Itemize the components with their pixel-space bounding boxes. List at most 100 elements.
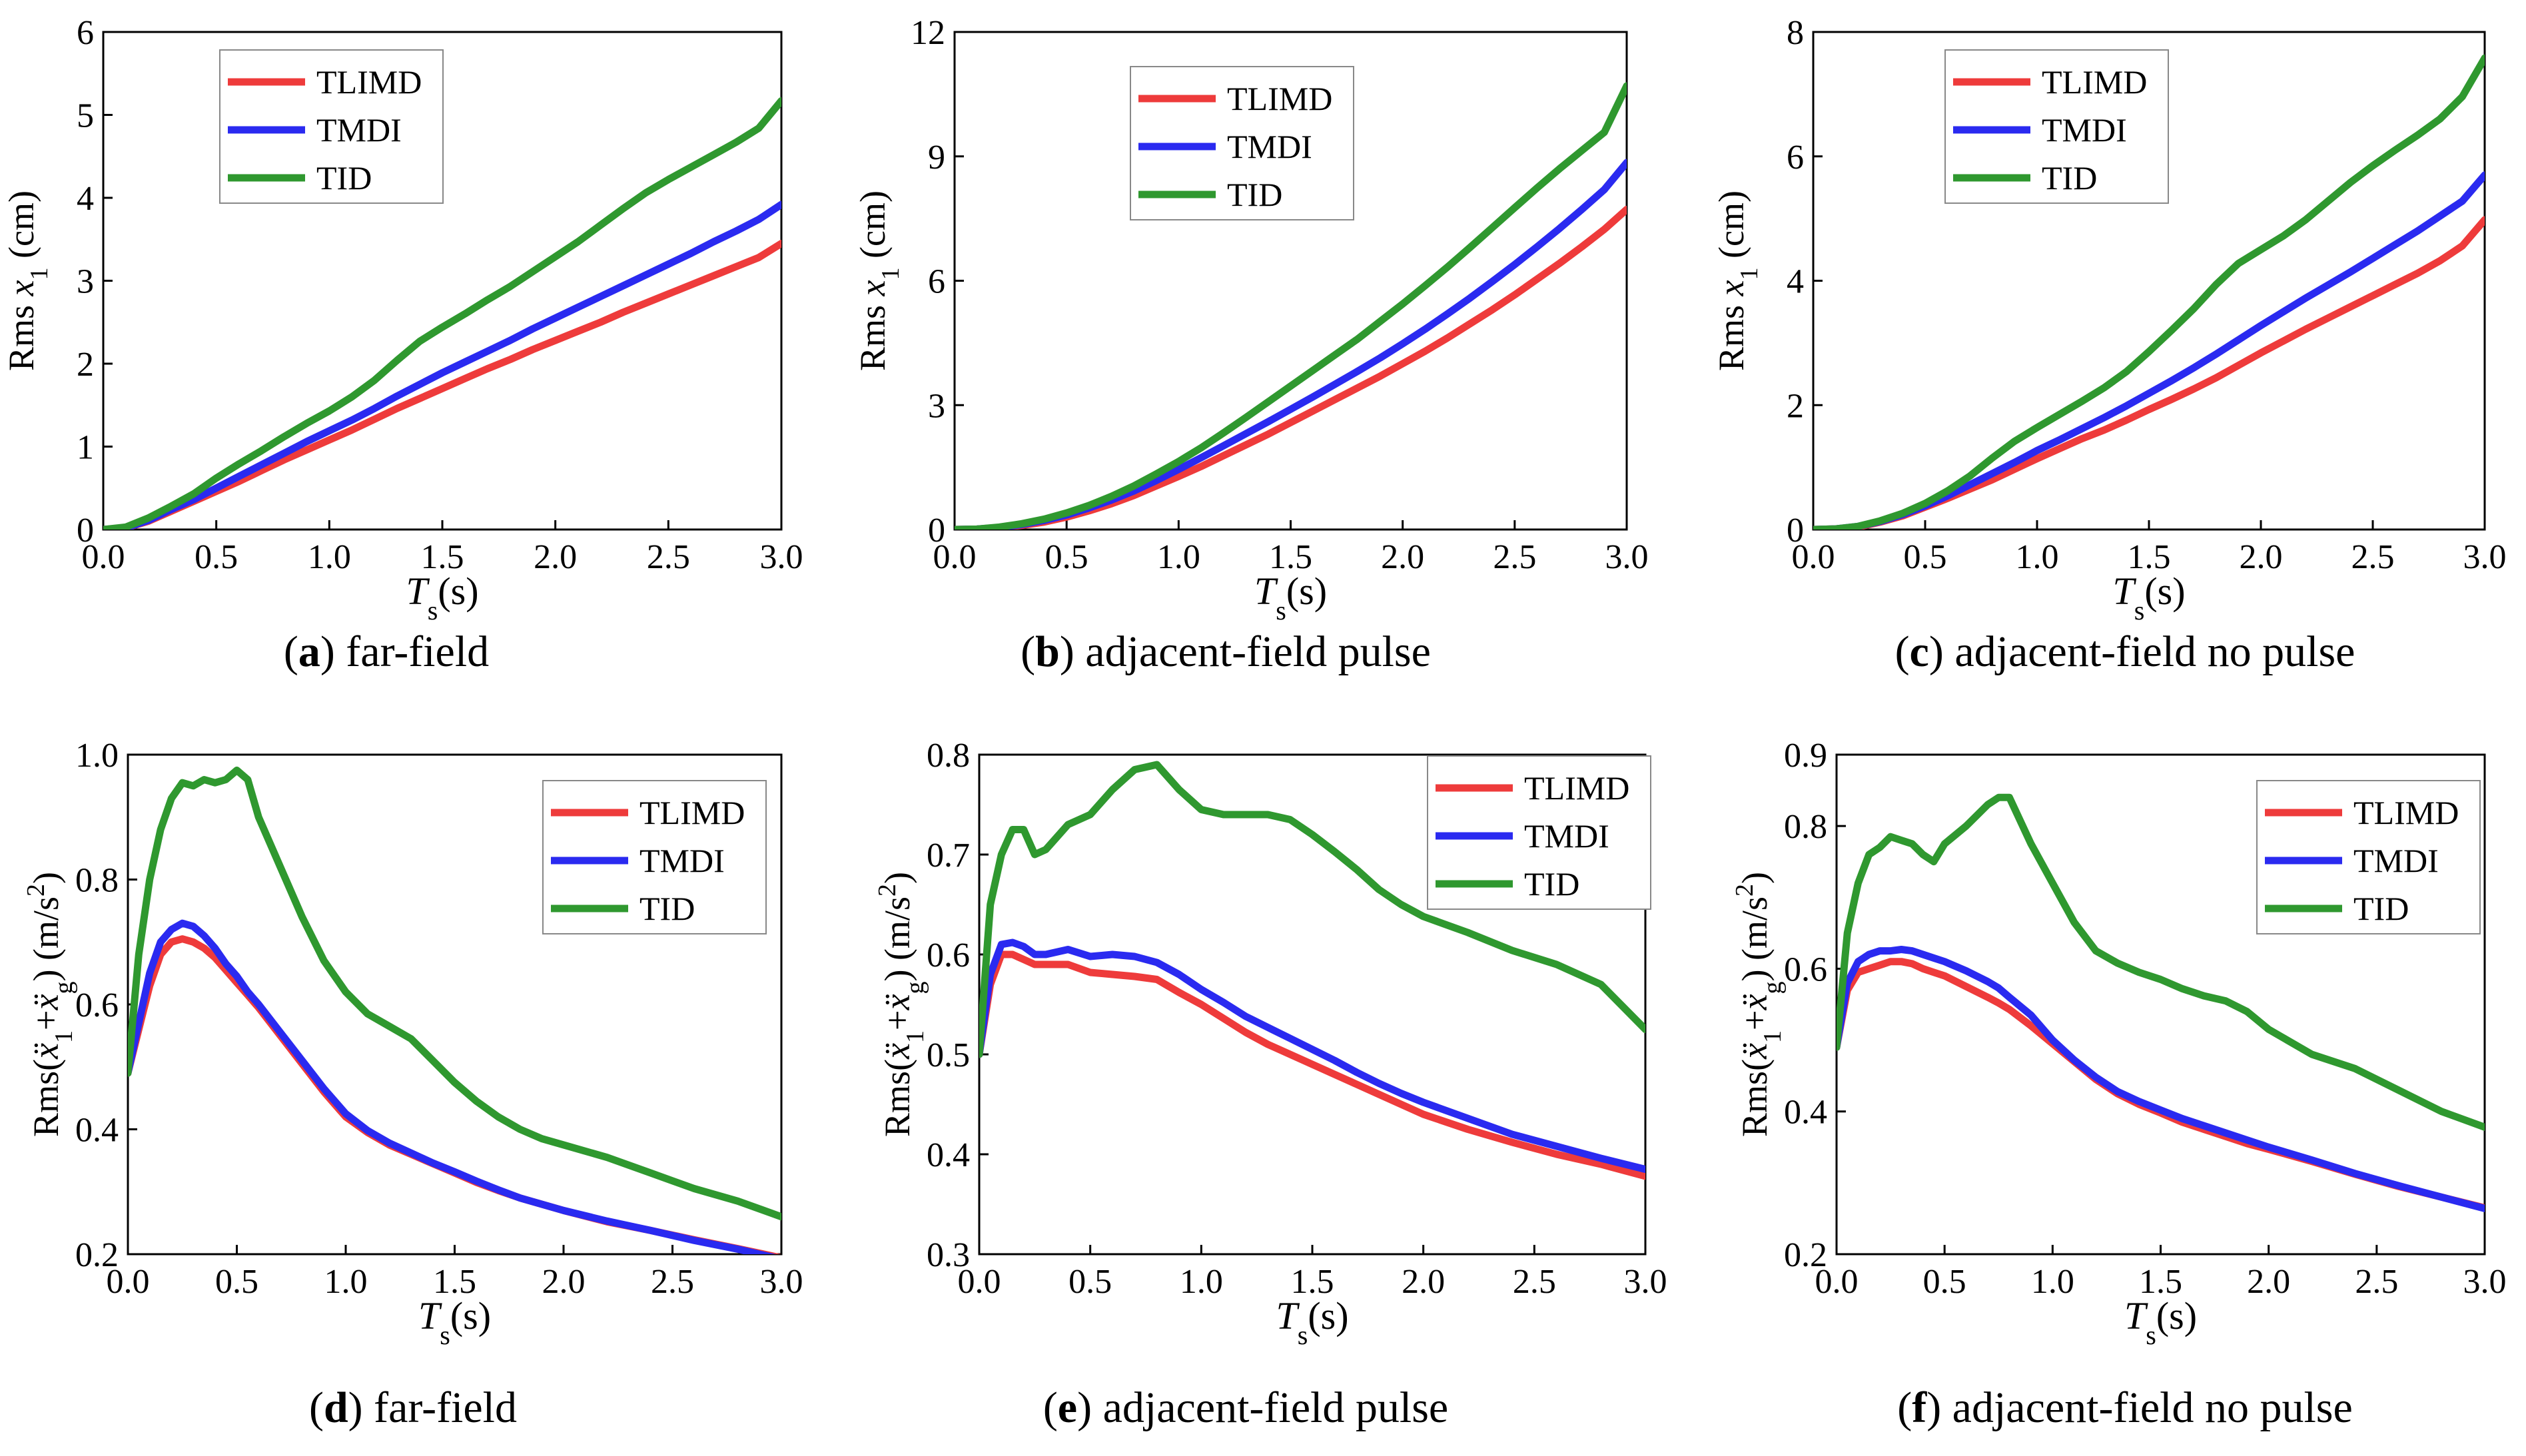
legend-label-tlimd: TLIMD [639,794,745,831]
legend-label-tmdi: TMDI [639,842,725,879]
x-tick-label: 0.0 [1792,538,1835,576]
y-tick-label: 0.4 [927,1136,970,1174]
y-tick-label: 0 [77,512,94,549]
x-tick-label: 1.5 [421,538,464,576]
y-tick-label: 0.4 [75,1112,119,1150]
y-tick-label: 8 [1787,14,1804,52]
legend-label-tlimd: TLIMD [316,63,422,101]
legend: TLIMD TMDI TID [1130,66,1354,220]
y-tick-label: 12 [911,14,945,52]
series-line-tmdi [128,919,776,1254]
x-tick-label: 1.0 [2031,1263,2074,1301]
series-line-tmdi [979,938,1645,1173]
y-tick-label: 0.7 [927,837,970,875]
x-tick-label: 2.0 [534,538,577,576]
chart-panel-f: 0.0 0.5 1.0 1.5 2.0 2.5 3.0 0.2 0.4 0.6 0.8 0.9 Ts(s… [1731,737,2507,1432]
y-axis-label: Rms(ẍ1+ẍg) (m/s2) [1731,872,1787,1137]
panel-caption: (d) far-field [309,1383,517,1432]
legend: TLIMD TMDI TID [1427,755,1651,910]
panel-caption: (a) far-field [284,627,489,676]
x-tick-label: 0.0 [958,1263,1001,1301]
legend-label-tmdi: TMDI [1227,128,1312,165]
y-tick-label: 0.2 [1784,1236,1827,1274]
x-tick-label: 0.0 [82,538,125,576]
y-tick-label: 0.6 [1784,950,1827,988]
y-tick-label: 4 [1787,263,1804,301]
x-tick-label: 0.5 [195,538,238,576]
legend-label-tmdi: TMDI [1524,817,1609,855]
series-line-tlimd [979,950,1645,1180]
series-line-tid [128,766,781,1221]
legend-label-tid: TID [639,890,695,927]
chart-panel-d: 0.0 0.5 1.0 1.5 2.0 2.5 3.0 0.2 0.4 0.6 0.8 1.0 Ts(s… [22,737,803,1432]
legend-label-tid: TID [2042,159,2097,196]
series-line-tmdi [1837,946,2485,1212]
x-tick-label: 0.5 [1904,538,1947,576]
y-tick-label: 4 [77,180,94,218]
chart-panel-a: 0.0 0.5 1.0 1.5 2.0 2.5 3.0 0 1 2 3 4 5 6 Ts(s) Rms x1 … [1,14,803,676]
y-axis-label: Rms(ẍ1+ẍg) (m/s2) [22,872,78,1137]
legend-label-tmdi: TMDI [316,111,402,149]
x-tick-label: 2.0 [2240,538,2283,576]
legend-label-tid: TID [2353,890,2409,927]
legend-label-tlimd: TLIMD [2353,794,2459,831]
y-tick-label: 9 [928,139,945,177]
y-tick-label: 0.3 [927,1236,970,1274]
x-tick-label: 2.5 [651,1263,694,1301]
x-axis-label: Ts(s) [2112,569,2185,625]
series-line-tid [1837,793,2485,1131]
y-tick-label: 6 [77,14,94,52]
series-line-tid [103,97,781,530]
y-tick-label: 2 [1787,387,1804,425]
x-tick-label: 1.5 [433,1263,476,1301]
x-tick-label: 3.0 [1605,538,1649,576]
legend-label-tmdi: TMDI [2353,842,2439,879]
x-tick-label: 0.5 [215,1263,258,1301]
legend-label-tmdi: TMDI [2042,111,2127,149]
x-tick-label: 1.5 [2139,1263,2182,1301]
chart-panel-c: 0.0 0.5 1.0 1.5 2.0 2.5 3.0 0 2 4 6 8 Ts(s) Rms x1 (c… [1711,14,2507,676]
y-axis-label: Rms x1 (cm) [853,190,905,371]
legend-label-tlimd: TLIMD [2042,63,2147,101]
series-line-tid [979,761,1645,1058]
x-axis-label: Ts(s) [1276,1294,1348,1350]
x-tick-label: 2.0 [2247,1263,2290,1301]
y-tick-label: 0.8 [1784,808,1827,846]
y-axis-label: Rms(ẍ1+ẍg) (m/s2) [873,872,929,1137]
x-tick-label: 1.0 [324,1263,368,1301]
x-tick-label: 1.0 [2016,538,2059,576]
chart-panel-b: 0.0 0.5 1.0 1.5 2.0 2.5 3.0 0 3 6 9 12 Ts(s) Rms x1 (… [853,14,1649,676]
x-tick-label: 3.0 [1624,1263,1667,1301]
y-tick-label: 3 [928,387,945,425]
x-tick-label: 2.5 [647,538,690,576]
x-tick-label: 1.0 [1180,1263,1223,1301]
y-tick-label: 0 [928,512,945,549]
chart-panel-e: 0.0 0.5 1.0 1.5 2.0 2.5 3.0 0.3 0.4 0.5 0.6 0.7 0.8 T… [873,737,1667,1432]
y-tick-label: 3 [77,263,94,301]
legend-label-tid: TID [1227,176,1282,213]
x-tick-label: 0.0 [1815,1263,1859,1301]
legend: TLIMD TMDI TID [542,780,767,934]
y-tick-label: 2 [77,346,94,384]
series-line-tmdi [103,200,781,530]
y-tick-label: 0.4 [1784,1094,1827,1132]
x-tick-label: 2.5 [2351,538,2395,576]
x-tick-label: 1.0 [308,538,351,576]
y-tick-label: 6 [928,263,945,301]
legend: TLIMD TMDI TID [219,49,444,204]
y-tick-label: 1.0 [75,737,119,775]
y-tick-label: 0.6 [927,936,970,974]
y-axis-label: Rms x1 (cm) [1,190,53,371]
x-axis-label: Ts(s) [418,1294,491,1350]
panel-caption: (c) adjacent-field no pulse [1895,627,2355,676]
y-tick-label: 0.9 [1784,737,1827,775]
y-tick-label: 5 [77,97,94,135]
x-tick-label: 3.0 [760,1263,803,1301]
y-tick-label: 0 [1787,512,1804,549]
series-line-tid [955,82,1627,530]
x-tick-label: 2.5 [1493,538,1536,576]
x-tick-label: 1.5 [1291,1263,1334,1301]
series-line-tlimd [1813,216,2485,530]
y-tick-label: 0.6 [75,986,119,1024]
